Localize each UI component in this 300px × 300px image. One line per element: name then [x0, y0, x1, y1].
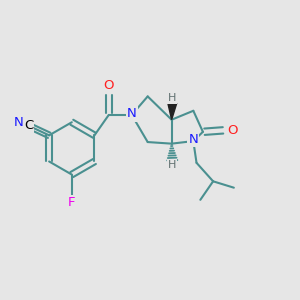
Text: H: H	[168, 93, 176, 103]
Text: O: O	[228, 124, 238, 137]
Text: N: N	[127, 107, 136, 121]
Text: C: C	[24, 118, 33, 132]
Text: O: O	[103, 79, 114, 92]
Text: N: N	[188, 133, 198, 146]
Polygon shape	[168, 103, 177, 120]
Text: F: F	[68, 196, 76, 209]
Text: H: H	[168, 160, 176, 170]
Text: N: N	[14, 116, 24, 129]
